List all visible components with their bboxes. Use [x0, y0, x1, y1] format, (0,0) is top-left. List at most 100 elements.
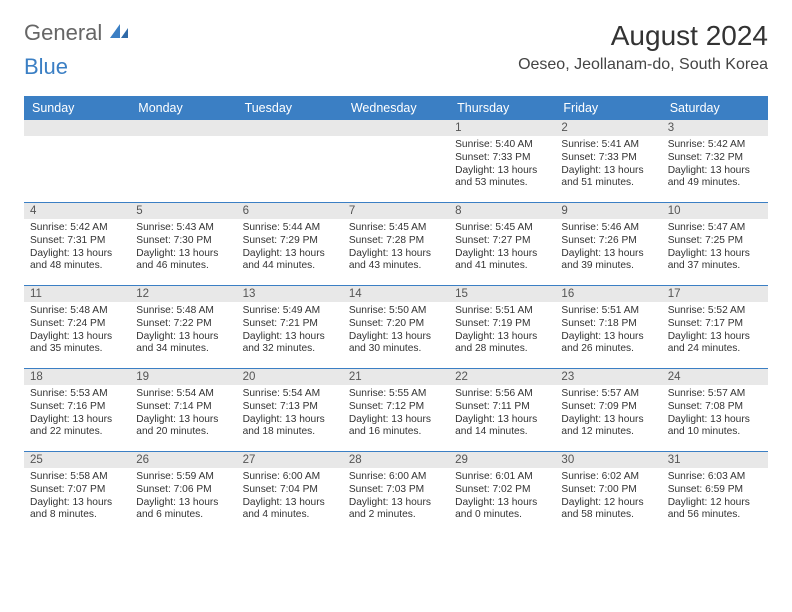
day-detail-line: Daylight: 13 hours and 49 minutes. — [668, 165, 762, 191]
day-detail-line: Sunset: 6:59 PM — [668, 484, 762, 497]
day-detail-line: Sunrise: 5:40 AM — [455, 139, 549, 152]
day-detail-line: Sunset: 7:02 PM — [455, 484, 549, 497]
day-number: 7 — [343, 203, 449, 219]
calendar-day: 18Sunrise: 5:53 AMSunset: 7:16 PMDayligh… — [24, 369, 130, 451]
calendar-week: 18Sunrise: 5:53 AMSunset: 7:16 PMDayligh… — [24, 369, 768, 452]
calendar-day: 19Sunrise: 5:54 AMSunset: 7:14 PMDayligh… — [130, 369, 236, 451]
calendar-week: 25Sunrise: 5:58 AMSunset: 7:07 PMDayligh… — [24, 452, 768, 534]
day-detail-line: Sunrise: 5:46 AM — [561, 222, 655, 235]
day-detail-line: Sunrise: 5:42 AM — [30, 222, 124, 235]
day-details: Sunrise: 5:42 AMSunset: 7:31 PMDaylight:… — [24, 219, 130, 277]
day-details: Sunrise: 5:48 AMSunset: 7:24 PMDaylight:… — [24, 302, 130, 360]
day-number: 23 — [555, 369, 661, 385]
day-details: Sunrise: 5:46 AMSunset: 7:26 PMDaylight:… — [555, 219, 661, 277]
day-detail-line: Sunset: 7:07 PM — [30, 484, 124, 497]
day-number — [343, 120, 449, 136]
day-details: Sunrise: 5:53 AMSunset: 7:16 PMDaylight:… — [24, 385, 130, 443]
calendar-day: 17Sunrise: 5:52 AMSunset: 7:17 PMDayligh… — [662, 286, 768, 368]
calendar-day — [343, 120, 449, 202]
calendar-day — [24, 120, 130, 202]
day-details: Sunrise: 5:56 AMSunset: 7:11 PMDaylight:… — [449, 385, 555, 443]
calendar-day: 11Sunrise: 5:48 AMSunset: 7:24 PMDayligh… — [24, 286, 130, 368]
day-detail-line: Daylight: 13 hours and 4 minutes. — [243, 497, 337, 523]
day-detail-line: Daylight: 13 hours and 6 minutes. — [136, 497, 230, 523]
day-detail-line: Sunset: 7:13 PM — [243, 401, 337, 414]
day-detail-line: Sunrise: 5:41 AM — [561, 139, 655, 152]
day-number: 6 — [237, 203, 343, 219]
day-detail-line: Sunrise: 5:57 AM — [668, 388, 762, 401]
day-detail-line: Sunset: 7:00 PM — [561, 484, 655, 497]
day-detail-line: Sunset: 7:19 PM — [455, 318, 549, 331]
day-detail-line: Daylight: 13 hours and 12 minutes. — [561, 414, 655, 440]
day-number: 13 — [237, 286, 343, 302]
day-details: Sunrise: 5:57 AMSunset: 7:09 PMDaylight:… — [555, 385, 661, 443]
day-details: Sunrise: 5:49 AMSunset: 7:21 PMDaylight:… — [237, 302, 343, 360]
day-details: Sunrise: 6:03 AMSunset: 6:59 PMDaylight:… — [662, 468, 768, 526]
day-details — [237, 136, 343, 143]
day-details: Sunrise: 5:41 AMSunset: 7:33 PMDaylight:… — [555, 136, 661, 194]
day-detail-line: Sunset: 7:08 PM — [668, 401, 762, 414]
day-detail-line: Sunset: 7:21 PM — [243, 318, 337, 331]
day-details — [24, 136, 130, 143]
calendar-day: 6Sunrise: 5:44 AMSunset: 7:29 PMDaylight… — [237, 203, 343, 285]
day-detail-line: Sunset: 7:33 PM — [561, 152, 655, 165]
day-detail-line: Daylight: 13 hours and 14 minutes. — [455, 414, 549, 440]
calendar-day: 14Sunrise: 5:50 AMSunset: 7:20 PMDayligh… — [343, 286, 449, 368]
calendar-day: 15Sunrise: 5:51 AMSunset: 7:19 PMDayligh… — [449, 286, 555, 368]
calendar-day: 8Sunrise: 5:45 AMSunset: 7:27 PMDaylight… — [449, 203, 555, 285]
day-detail-line: Sunset: 7:17 PM — [668, 318, 762, 331]
calendar-day: 21Sunrise: 5:55 AMSunset: 7:12 PMDayligh… — [343, 369, 449, 451]
weekday-header: Monday — [130, 96, 236, 120]
day-number: 26 — [130, 452, 236, 468]
calendar-day: 1Sunrise: 5:40 AMSunset: 7:33 PMDaylight… — [449, 120, 555, 202]
day-details: Sunrise: 5:59 AMSunset: 7:06 PMDaylight:… — [130, 468, 236, 526]
day-detail-line: Sunrise: 5:59 AM — [136, 471, 230, 484]
day-detail-line: Daylight: 13 hours and 41 minutes. — [455, 248, 549, 274]
day-detail-line: Daylight: 13 hours and 35 minutes. — [30, 331, 124, 357]
day-detail-line: Daylight: 13 hours and 39 minutes. — [561, 248, 655, 274]
day-number: 9 — [555, 203, 661, 219]
day-detail-line: Daylight: 13 hours and 32 minutes. — [243, 331, 337, 357]
day-detail-line: Sunset: 7:22 PM — [136, 318, 230, 331]
calendar-day: 28Sunrise: 6:00 AMSunset: 7:03 PMDayligh… — [343, 452, 449, 534]
day-detail-line: Daylight: 13 hours and 43 minutes. — [349, 248, 443, 274]
day-detail-line: Sunrise: 6:00 AM — [349, 471, 443, 484]
day-detail-line: Sunrise: 5:53 AM — [30, 388, 124, 401]
calendar-day — [237, 120, 343, 202]
day-detail-line: Daylight: 13 hours and 44 minutes. — [243, 248, 337, 274]
day-number: 15 — [449, 286, 555, 302]
logo-text-2: Blue — [24, 54, 68, 79]
day-details: Sunrise: 5:52 AMSunset: 7:17 PMDaylight:… — [662, 302, 768, 360]
calendar-day: 4Sunrise: 5:42 AMSunset: 7:31 PMDaylight… — [24, 203, 130, 285]
day-details: Sunrise: 5:44 AMSunset: 7:29 PMDaylight:… — [237, 219, 343, 277]
day-detail-line: Daylight: 13 hours and 18 minutes. — [243, 414, 337, 440]
day-number: 29 — [449, 452, 555, 468]
day-detail-line: Sunrise: 5:56 AM — [455, 388, 549, 401]
day-number — [130, 120, 236, 136]
calendar-page: General August 2024 Oeseo, Jeollanam-do,… — [0, 0, 792, 554]
day-details: Sunrise: 6:01 AMSunset: 7:02 PMDaylight:… — [449, 468, 555, 526]
calendar-day: 23Sunrise: 5:57 AMSunset: 7:09 PMDayligh… — [555, 369, 661, 451]
day-details: Sunrise: 5:42 AMSunset: 7:32 PMDaylight:… — [662, 136, 768, 194]
logo-text-1: General — [24, 20, 102, 46]
day-details: Sunrise: 5:55 AMSunset: 7:12 PMDaylight:… — [343, 385, 449, 443]
calendar-day: 16Sunrise: 5:51 AMSunset: 7:18 PMDayligh… — [555, 286, 661, 368]
day-detail-line: Sunset: 7:04 PM — [243, 484, 337, 497]
day-detail-line: Sunrise: 5:51 AM — [455, 305, 549, 318]
day-detail-line: Daylight: 12 hours and 56 minutes. — [668, 497, 762, 523]
day-detail-line: Sunrise: 6:01 AM — [455, 471, 549, 484]
weekday-header: Saturday — [662, 96, 768, 120]
day-detail-line: Sunrise: 5:49 AM — [243, 305, 337, 318]
calendar-day: 22Sunrise: 5:56 AMSunset: 7:11 PMDayligh… — [449, 369, 555, 451]
day-detail-line: Sunrise: 5:58 AM — [30, 471, 124, 484]
day-detail-line: Sunset: 7:30 PM — [136, 235, 230, 248]
month-title: August 2024 — [518, 20, 768, 52]
day-detail-line: Sunset: 7:12 PM — [349, 401, 443, 414]
calendar-day: 12Sunrise: 5:48 AMSunset: 7:22 PMDayligh… — [130, 286, 236, 368]
day-detail-line: Sunset: 7:31 PM — [30, 235, 124, 248]
day-details: Sunrise: 5:45 AMSunset: 7:27 PMDaylight:… — [449, 219, 555, 277]
day-number: 4 — [24, 203, 130, 219]
day-detail-line: Sunset: 7:06 PM — [136, 484, 230, 497]
day-number: 31 — [662, 452, 768, 468]
day-detail-line: Sunrise: 6:00 AM — [243, 471, 337, 484]
